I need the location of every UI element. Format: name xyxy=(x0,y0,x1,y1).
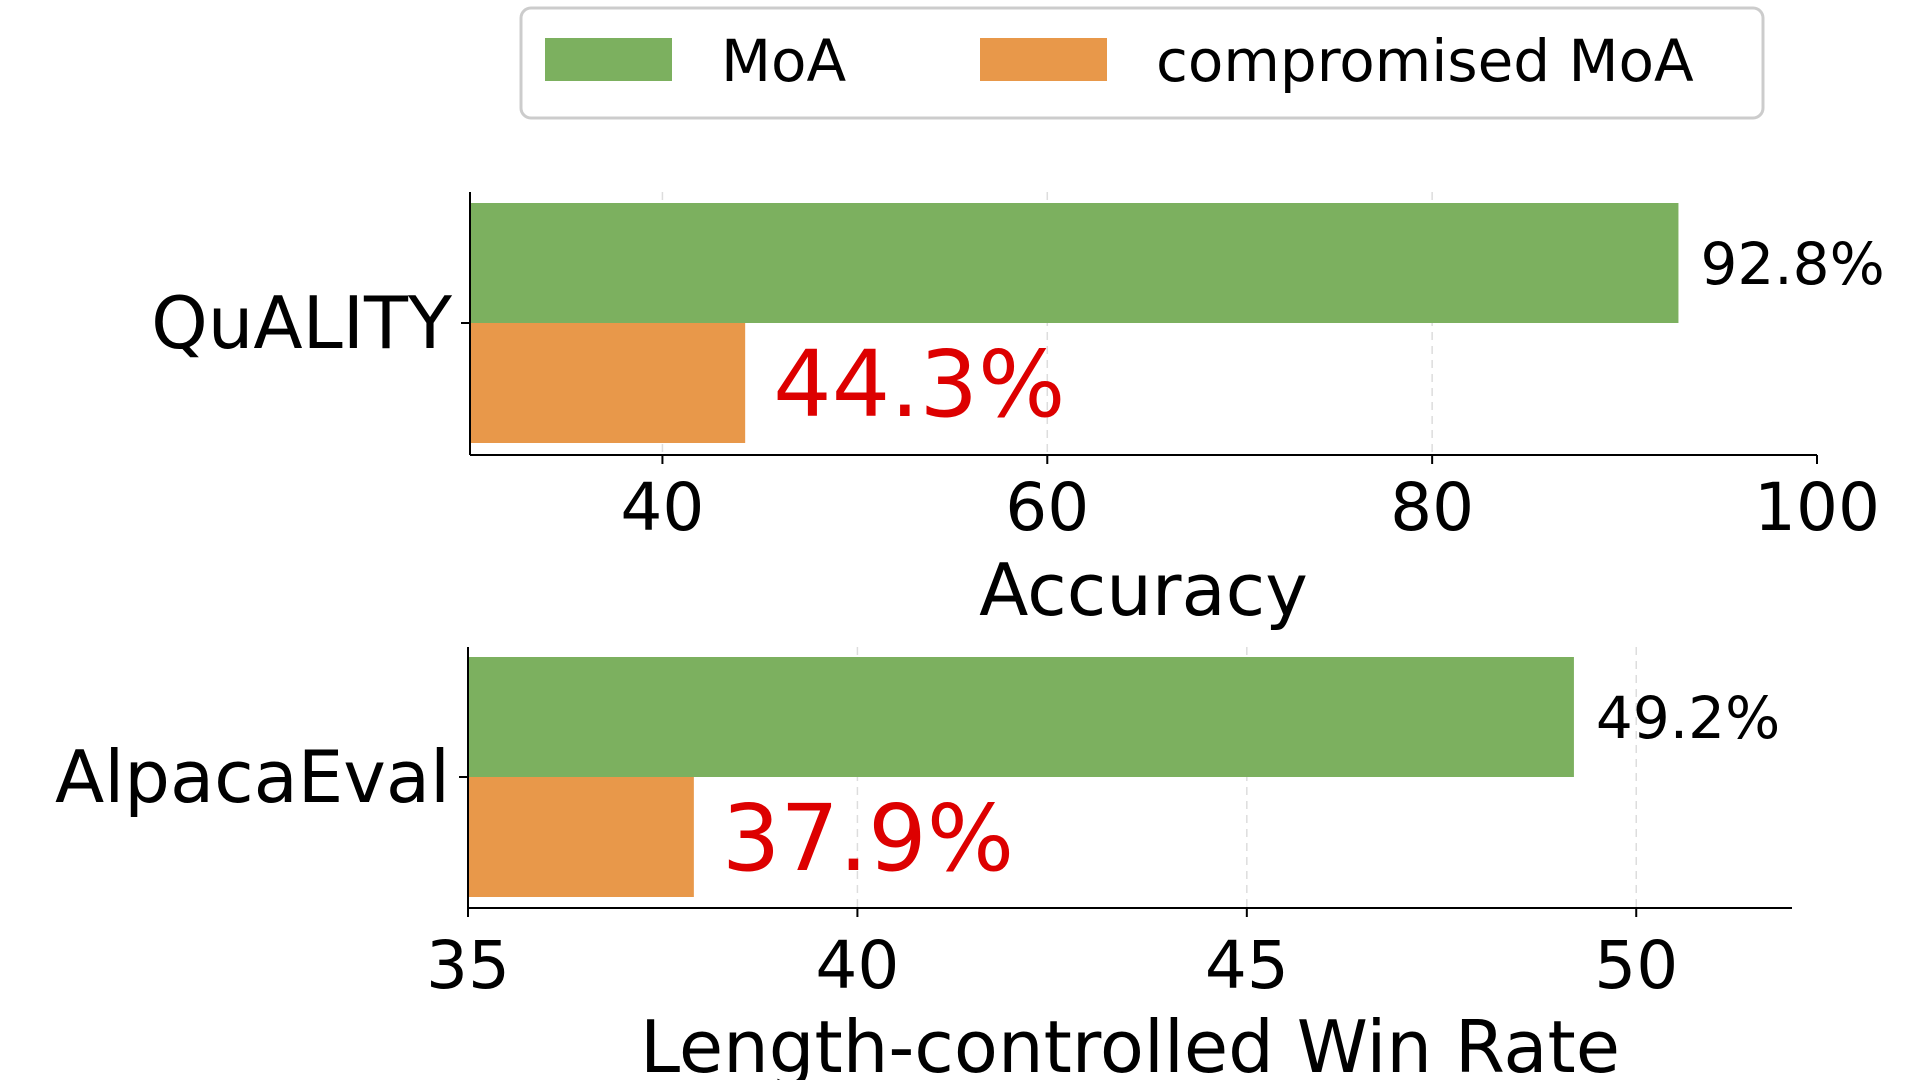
category-label-quality: QuALITY xyxy=(151,281,453,365)
value-label-alpacaeval-compromised-moa: 37.9% xyxy=(722,785,1014,892)
category-label-alpacaeval: AlpacaEval xyxy=(55,735,450,819)
x-tick-label-alpacaeval-0: 35 xyxy=(426,927,510,1004)
legend-swatch-compromised-moa xyxy=(980,38,1107,81)
chart-panel-alpacaeval: 49.2% 37.9% AlpacaEval 35 40 45 50Length-contr… xyxy=(55,647,1792,1080)
x-tick-label-alpacaeval-1: 40 xyxy=(815,927,899,1004)
legend-label-moa: MoA xyxy=(721,27,847,95)
x-tick-label-quality-2: 80 xyxy=(1390,469,1474,546)
x-tick-label-quality-1: 60 xyxy=(1005,469,1089,546)
x-tick-label-quality-3: 100 xyxy=(1754,469,1880,546)
x-axis-label-quality: Accuracy xyxy=(979,548,1308,632)
bar-alpacaeval-compromised-moa xyxy=(468,777,694,897)
legend-swatch-moa xyxy=(545,38,672,81)
bar-quality-compromised-moa xyxy=(470,323,746,443)
chart-panel-quality: 92.8% 44.3% QuALITY 40 60 80 100 Accuracy xyxy=(151,192,1885,632)
bar-alpacaeval-moa xyxy=(468,657,1574,777)
legend-frame xyxy=(519,6,1765,120)
x-axis-label-alpacaeval: Length-controlled Win Rate xyxy=(640,1005,1620,1080)
x-tick-label-alpacaeval-2: 45 xyxy=(1205,927,1289,1004)
x-tick-label-alpacaeval-3: 50 xyxy=(1594,927,1678,1004)
legend-label-compromised-moa: compromised MoA xyxy=(1156,27,1694,95)
value-label-quality-compromised-moa: 44.3% xyxy=(773,331,1065,438)
bar-quality-moa xyxy=(470,203,1679,323)
value-label-alpacaeval-moa: 49.2% xyxy=(1596,684,1780,752)
value-label-quality-moa: 92.8% xyxy=(1700,230,1884,298)
legend: MoA compromised MoA xyxy=(519,6,1765,120)
x-tick-label-quality-0: 40 xyxy=(620,469,704,546)
